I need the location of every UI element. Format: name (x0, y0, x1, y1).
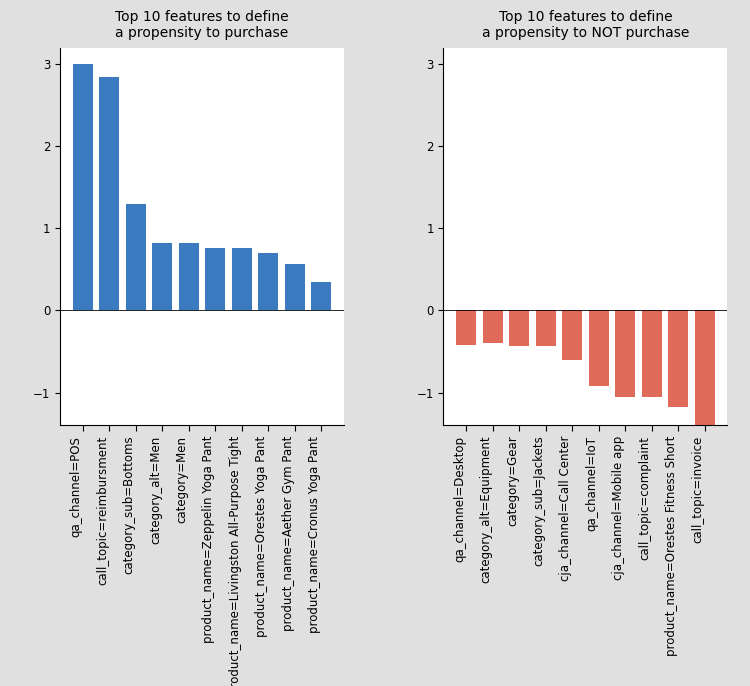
Bar (311, 282, 332, 311)
Bar (152, 244, 172, 311)
Bar (668, 311, 688, 407)
Bar (694, 311, 715, 438)
Bar (206, 248, 225, 311)
Bar (178, 244, 199, 311)
Bar (562, 311, 582, 359)
Bar (615, 311, 635, 397)
Bar (285, 263, 304, 311)
Bar (642, 311, 662, 397)
Title: Top 10 features to define
a propensity to NOT purchase: Top 10 features to define a propensity t… (482, 10, 689, 40)
Bar (100, 77, 119, 311)
Bar (258, 253, 278, 311)
Title: Top 10 features to define
a propensity to purchase: Top 10 features to define a propensity t… (116, 10, 289, 40)
Bar (73, 64, 93, 311)
Bar (509, 311, 530, 346)
Bar (232, 248, 252, 311)
Bar (589, 311, 609, 386)
Bar (126, 204, 146, 311)
Bar (456, 311, 476, 345)
Bar (483, 311, 502, 343)
Bar (536, 311, 556, 346)
